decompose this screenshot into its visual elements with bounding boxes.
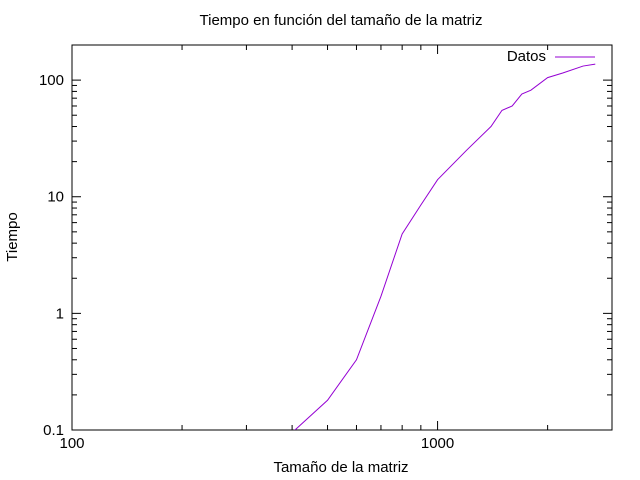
- y-tick-label: 10: [47, 189, 64, 206]
- y-axis-label: Tiempo: [4, 212, 21, 261]
- chart-title: Tiempo en función del tamaño de la matri…: [200, 12, 483, 29]
- series-layer: [294, 63, 596, 430]
- x-tick-label: 100: [59, 435, 84, 452]
- axis-ticks: [71, 44, 613, 431]
- y-tick-label: 100: [39, 72, 64, 89]
- y-tick-label: 0.1: [43, 422, 64, 439]
- x-tick-label: 1000: [421, 435, 454, 452]
- series-line-0: [294, 63, 596, 430]
- tick-labels: 100 1000 0.1 1 10 100: [39, 72, 454, 452]
- x-axis-label: Tamaño de la matriz: [273, 459, 408, 476]
- y-tick-label: 1: [56, 305, 64, 322]
- legend: Datos: [507, 48, 595, 65]
- legend-label: Datos: [507, 48, 546, 65]
- plot-area: [71, 44, 613, 431]
